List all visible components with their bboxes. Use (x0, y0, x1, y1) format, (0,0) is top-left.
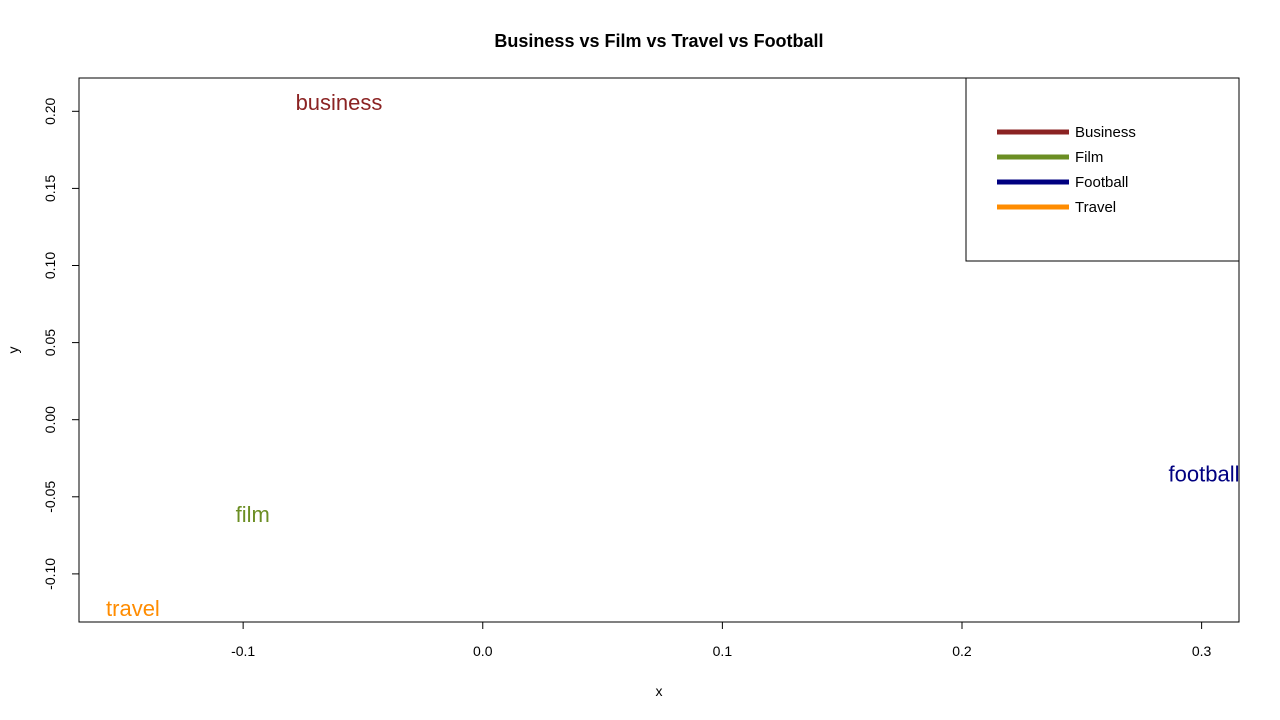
y-tick-label: 0.00 (42, 406, 58, 433)
x-tick-label: 0.2 (952, 643, 972, 659)
x-axis-label: x (656, 683, 663, 699)
legend-label-business: Business (1075, 124, 1136, 141)
x-axis: -0.1 0.0 0.1 0.2 0.3 (231, 621, 1212, 659)
legend-box (965, 77, 1240, 262)
x-tick-label: 0.0 (473, 643, 493, 659)
y-tick-label: -0.05 (42, 481, 58, 513)
y-axis: -0.10 -0.05 0.00 0.05 0.10 0.15 0.20 (42, 97, 80, 590)
point-label-business: business (296, 90, 383, 115)
x-tick-label: 0.1 (713, 643, 733, 659)
legend-label-football: Football (1075, 174, 1128, 191)
y-axis-label: y (5, 347, 21, 354)
x-tick-label: 0.3 (1192, 643, 1212, 659)
x-tick-label: -0.1 (231, 643, 255, 659)
legend: Business Film Football Travel (965, 77, 1240, 262)
chart-title: Business vs Film vs Travel vs Football (494, 31, 823, 51)
legend-label-film: Film (1075, 149, 1103, 166)
point-labels: business film football travel (106, 90, 1239, 621)
point-label-film: film (236, 502, 270, 527)
y-tick-label: 0.05 (42, 329, 58, 356)
point-label-travel: travel (106, 596, 160, 621)
y-tick-label: 0.15 (42, 175, 58, 202)
y-tick-label: 0.20 (42, 97, 58, 124)
y-tick-label: 0.10 (42, 252, 58, 279)
y-tick-label: -0.10 (42, 558, 58, 590)
legend-label-travel: Travel (1075, 199, 1116, 216)
point-label-football: football (1169, 462, 1240, 487)
